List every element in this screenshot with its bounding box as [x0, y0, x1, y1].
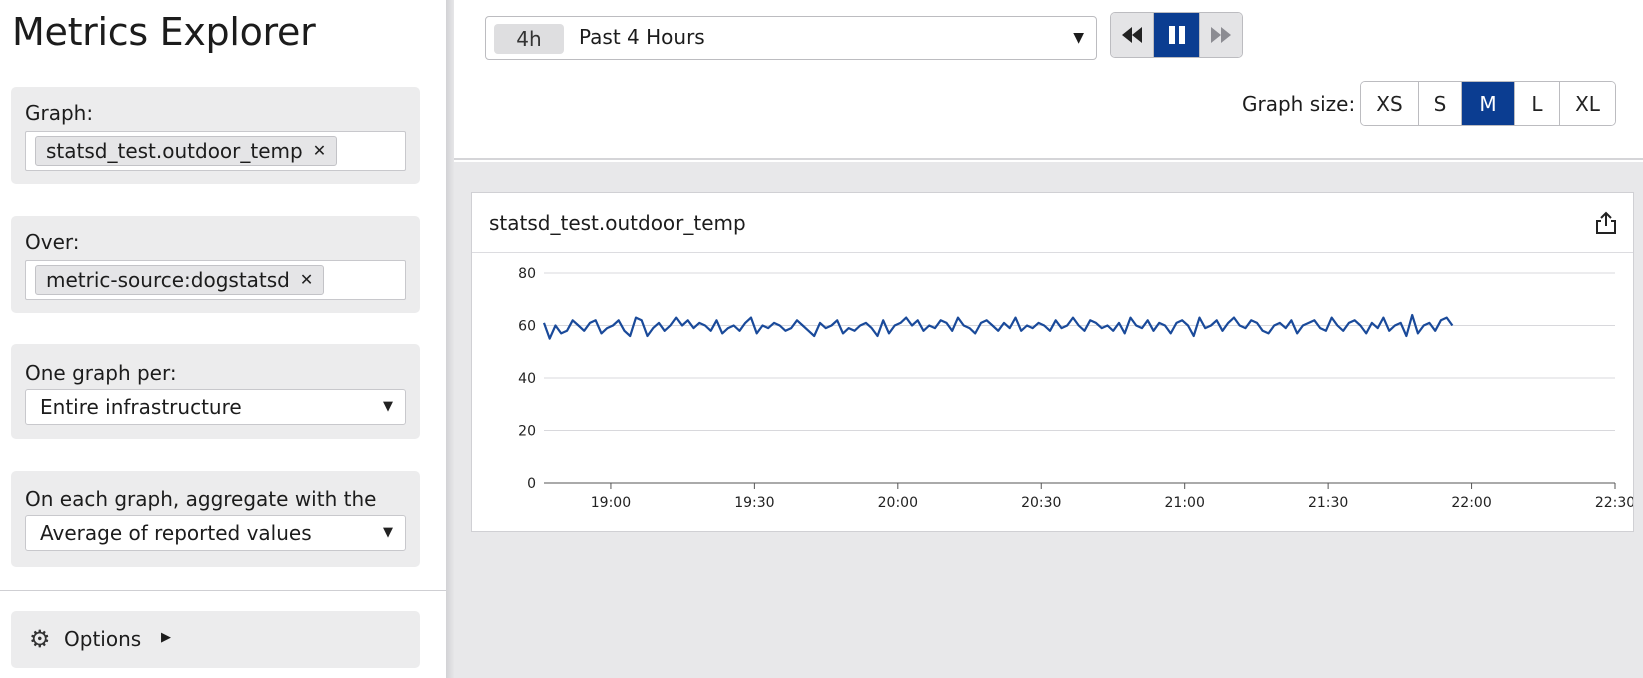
- x-tick-label: 20:00: [878, 495, 918, 511]
- graph-metric-input[interactable]: statsd_test.outdoor_temp ✕: [25, 131, 406, 171]
- graph-panel: Graph: statsd_test.outdoor_temp ✕: [11, 87, 420, 184]
- one-graph-per-select[interactable]: Entire infrastructure ▼: [25, 389, 406, 425]
- chevron-down-icon: ▼: [383, 399, 393, 414]
- time-range-label: Past 4 Hours: [579, 25, 705, 49]
- metric-tag: statsd_test.outdoor_temp ✕: [35, 136, 338, 166]
- y-tick-label: 20: [518, 424, 536, 440]
- remove-scope-icon[interactable]: ✕: [299, 270, 314, 289]
- chevron-down-icon: ▼: [383, 525, 393, 540]
- x-tick-label: 20:30: [1021, 495, 1061, 511]
- y-tick-label: 80: [518, 266, 536, 282]
- pause-button[interactable]: [1154, 13, 1199, 57]
- time-range-select[interactable]: 4h Past 4 Hours ▼: [485, 16, 1097, 60]
- scope-tag: metric-source:dogstatsd ✕: [35, 265, 325, 295]
- sidebar-divider-line: [0, 590, 446, 591]
- pause-icon: [1168, 26, 1185, 44]
- gear-icon: ⚙: [29, 625, 51, 653]
- rewind-icon: [1122, 27, 1143, 43]
- graph-title: statsd_test.outdoor_temp: [489, 211, 746, 235]
- aggregate-value: Average of reported values: [40, 521, 312, 545]
- options-toggle[interactable]: ⚙ Options ▶: [11, 611, 420, 668]
- one-graph-per-value: Entire infrastructure: [40, 395, 242, 419]
- options-label: Options: [64, 627, 142, 651]
- line-chart: 0 20 40 60 80 19:00 19:30 20:00 20:30 21:00 21:30 2…: [518, 266, 1633, 511]
- over-label: Over:: [25, 230, 80, 254]
- graph-size-selector: XS S M L XL: [1360, 81, 1616, 126]
- page-title: Metrics Explorer: [12, 10, 316, 54]
- scope-tag-label: metric-source:dogstatsd: [46, 268, 290, 292]
- playback-controls: [1110, 12, 1243, 58]
- x-tick-label: 19:00: [591, 495, 631, 511]
- sidebar: Metrics Explorer Graph: statsd_test.outd…: [0, 0, 446, 678]
- y-tick-label: 60: [518, 319, 536, 335]
- fast-forward-icon: [1210, 27, 1231, 43]
- caret-right-icon: ▶: [161, 630, 171, 645]
- over-scope-input[interactable]: metric-source:dogstatsd ✕: [25, 260, 406, 300]
- metric-tag-label: statsd_test.outdoor_temp: [46, 139, 303, 163]
- graph-size-label: Graph size:: [1242, 92, 1356, 116]
- size-button-s[interactable]: S: [1419, 82, 1462, 125]
- y-tick-label: 0: [527, 476, 536, 492]
- remove-metric-icon[interactable]: ✕: [312, 141, 327, 160]
- one-graph-per-panel: One graph per: Entire infrastructure ▼: [11, 344, 420, 439]
- graph-card: statsd_test.outdoor_temp 0 20 40 60 80 19:00 1…: [471, 192, 1634, 532]
- fast-forward-button[interactable]: [1198, 13, 1242, 57]
- chevron-down-icon: ▼: [1073, 30, 1084, 46]
- rewind-button[interactable]: [1111, 13, 1155, 57]
- size-button-m[interactable]: M: [1462, 82, 1515, 125]
- aggregate-panel: On each graph, aggregate with the Averag…: [11, 471, 420, 567]
- one-graph-per-label: One graph per:: [25, 361, 177, 385]
- x-tick-label: 22:30: [1595, 495, 1633, 511]
- aggregate-label: On each graph, aggregate with the: [25, 487, 377, 511]
- toolbar: 4h Past 4 Hours ▼ Graph size: XS S M L X…: [454, 0, 1643, 160]
- x-tick-label: 21:00: [1165, 495, 1205, 511]
- time-range-badge: 4h: [494, 24, 564, 54]
- graph-label: Graph:: [25, 101, 94, 125]
- aggregate-select[interactable]: Average of reported values ▼: [25, 515, 406, 551]
- size-button-xl[interactable]: XL: [1560, 82, 1615, 125]
- export-icon[interactable]: [1593, 210, 1619, 236]
- x-tick-label: 22:00: [1451, 495, 1491, 511]
- y-tick-label: 40: [518, 371, 536, 387]
- over-panel: Over: metric-source:dogstatsd ✕: [11, 216, 420, 313]
- size-button-xs[interactable]: XS: [1361, 82, 1419, 125]
- x-tick-label: 19:30: [734, 495, 774, 511]
- x-tick-label: 21:30: [1308, 495, 1348, 511]
- series-line: [542, 313, 1454, 340]
- graph-area: statsd_test.outdoor_temp 0 20 40 60 80 19:00 1…: [454, 162, 1643, 678]
- size-button-l[interactable]: L: [1515, 82, 1560, 125]
- sidebar-resize-handle[interactable]: [446, 0, 454, 678]
- graph-header: statsd_test.outdoor_temp: [472, 193, 1633, 253]
